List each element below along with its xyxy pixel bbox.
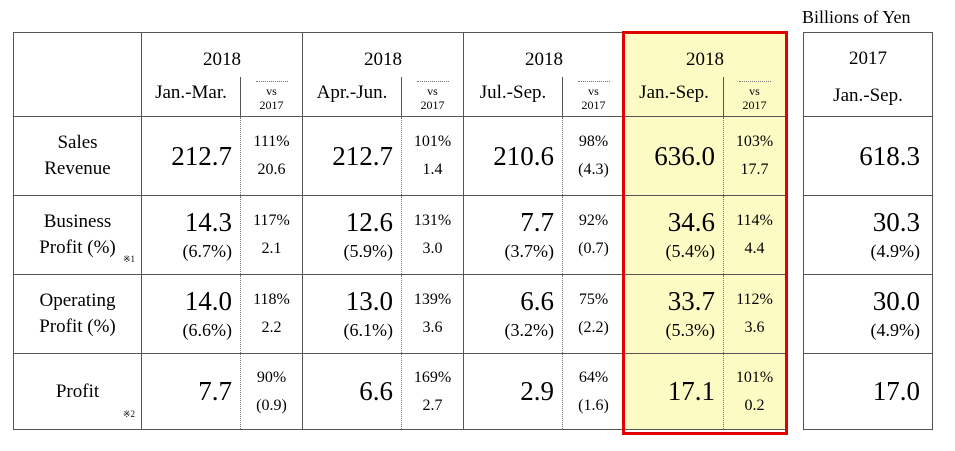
diff: 3.0 <box>422 240 443 257</box>
value: 13.0 <box>345 286 393 316</box>
vs-year: 2017 <box>581 97 606 112</box>
diff: (2.2) <box>578 319 609 336</box>
prior-sales-revenue: 618.3 <box>803 116 933 196</box>
rate: 112% <box>736 291 773 308</box>
vs-label: vs <box>588 83 599 98</box>
prior-period: Jan.-Sep. <box>803 76 933 117</box>
margin: (3.7%) <box>504 241 554 261</box>
diff: 2.1 <box>261 240 282 257</box>
col-year-q2: 2018 <box>302 32 464 77</box>
prior-year-table: 2017 Jan.-Sep. 618.3 30.3 (4.9%) 30.0 (4.9… <box>803 32 933 430</box>
rate: 75% <box>578 291 609 308</box>
rate: 111% <box>253 133 290 150</box>
value: 33.7 <box>667 286 715 316</box>
value-cell: 636.0 <box>624 116 724 196</box>
diff: 2.2 <box>261 319 282 336</box>
margin: (6.1%) <box>343 320 393 340</box>
footnote-mark: ※1 <box>122 254 135 264</box>
diff: (4.3) <box>578 161 609 178</box>
header-period-row: Jan.-Mar. vs 2017 Apr.-Jun. vs 2017 Jul.-S… <box>14 76 786 117</box>
prior-business-profit: 30.3 (4.9%) <box>803 195 933 275</box>
rate: 169% <box>413 368 452 386</box>
diff: 2.7 <box>422 396 443 414</box>
vs-label: vs <box>427 83 438 98</box>
row-label: Operating Profit (%) <box>13 274 142 354</box>
table-row-sales-revenue: Sales Revenue 212.7 111% 20.6 212.7 101% 1.… <box>13 116 786 196</box>
col-year-q3: 2018 <box>463 32 625 77</box>
value-cell: 212.7 <box>141 116 241 196</box>
rate: 101% <box>413 133 452 150</box>
row-label: Sales Revenue <box>13 116 142 196</box>
table-row-profit: Profit ※2 7.7 90% (0.9) 6.6 169% 2.7 2.9 64… <box>13 353 786 430</box>
vs-year: 2017 <box>742 97 767 112</box>
rate: 103% <box>735 133 774 150</box>
value-cell: 212.7 <box>302 116 402 196</box>
vs-label: vs <box>749 83 760 98</box>
value: 12.6 <box>345 207 393 237</box>
vs-year: 2017 <box>420 97 445 112</box>
diff: 17.7 <box>740 161 769 178</box>
margin: (5.9%) <box>343 241 393 261</box>
rate: 139% <box>413 291 452 308</box>
results-table: 2018 2018 2018 2018 Jan.-Mar. vs 2017 Apr… <box>13 32 786 430</box>
prior-operating-profit: 30.0 (4.9%) <box>803 274 933 354</box>
rate: 114% <box>736 212 773 229</box>
diff: 3.6 <box>744 319 765 336</box>
margin: (3.2%) <box>504 320 554 340</box>
rate: 64% <box>578 368 609 386</box>
margin: (4.9%) <box>870 320 920 340</box>
value: 30.0 <box>872 286 920 316</box>
prior-year: 2017 <box>803 32 933 77</box>
diff: (1.6) <box>578 396 609 414</box>
value-cell: 7.7 <box>141 353 241 430</box>
col-period-ytd: Jan.-Sep. <box>624 76 724 117</box>
vs-label: vs <box>266 83 277 98</box>
value-cell: 210.6 <box>463 116 563 196</box>
diff: 1.4 <box>422 161 443 178</box>
header-year-row: 2018 2018 2018 2018 <box>13 32 786 117</box>
rate: 98% <box>578 133 609 150</box>
header-corner <box>13 32 142 117</box>
col-period-q1: Jan.-Mar. <box>141 76 241 117</box>
value: 6.6 <box>520 286 554 316</box>
diff: (0.7) <box>578 240 609 257</box>
rate: 131% <box>413 212 452 229</box>
diff: 4.4 <box>744 240 765 257</box>
value-cell: 2.9 <box>463 353 563 430</box>
diff: 3.6 <box>422 319 443 336</box>
margin: (5.4%) <box>665 241 715 261</box>
diff: 0.2 <box>744 396 765 414</box>
rate: 92% <box>578 212 609 229</box>
rate: 117% <box>253 212 290 229</box>
rate: 90% <box>256 368 287 386</box>
value: 34.6 <box>667 207 715 237</box>
margin: (5.3%) <box>665 320 715 340</box>
value: 14.0 <box>184 286 232 316</box>
table-row-operating-profit: Operating Profit (%) 14.0 (6.6%) 118% 2.2 1… <box>13 274 786 354</box>
table-row-business-profit: Business Profit (%) ※1 14.3 (6.7%) 117% 2.1 … <box>13 195 786 275</box>
value-cell: 17.1 <box>624 353 724 430</box>
col-year-ytd: 2018 <box>624 32 786 77</box>
value: 7.7 <box>520 207 554 237</box>
vs-year: 2017 <box>259 97 284 112</box>
col-period-q3: Jul.-Sep. <box>463 76 563 117</box>
margin: (6.7%) <box>182 241 232 261</box>
col-period-q2: Apr.-Jun. <box>302 76 402 117</box>
prior-profit: 17.0 <box>803 353 933 430</box>
margin: (4.9%) <box>870 241 920 261</box>
row-label: Business Profit (%) ※1 <box>13 195 142 275</box>
unit-label: Billions of Yen <box>802 7 911 27</box>
value: 14.3 <box>184 207 232 237</box>
rate: 101% <box>735 368 774 386</box>
row-label: Profit ※2 <box>13 353 142 430</box>
margin: (6.6%) <box>182 320 232 340</box>
footnote-mark: ※2 <box>122 409 135 419</box>
value: 30.3 <box>872 207 920 237</box>
rate: 118% <box>253 291 290 308</box>
diff: (0.9) <box>256 396 287 414</box>
diff: 20.6 <box>257 161 286 178</box>
col-year-q1: 2018 <box>141 32 303 77</box>
value-cell: 6.6 <box>302 353 402 430</box>
